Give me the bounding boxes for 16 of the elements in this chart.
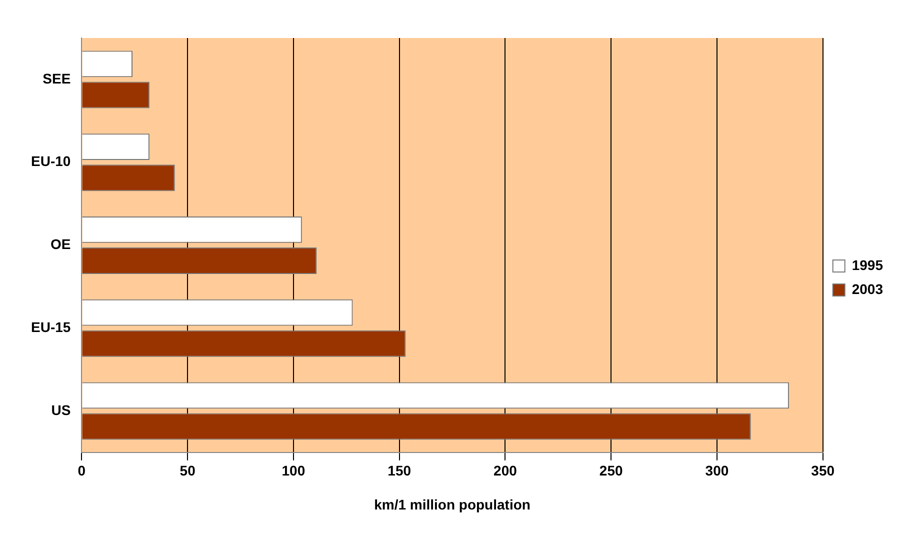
x-tick-label: 100 — [282, 462, 306, 479]
legend-label: 2003 — [852, 280, 884, 297]
x-tick-label: 350 — [811, 462, 835, 479]
x-axis-title: km/1 million population — [374, 496, 530, 512]
y-tick-label: EU-15 — [30, 318, 71, 335]
x-tick-label: 150 — [388, 462, 412, 479]
x-tick-label: 250 — [599, 462, 623, 479]
x-tick-label: 200 — [494, 462, 518, 479]
y-tick-label: OE — [50, 236, 71, 252]
x-tick-label: 300 — [705, 462, 729, 479]
x-tick-label: 50 — [180, 462, 196, 479]
x-tick-label: 0 — [78, 462, 86, 479]
y-tick-label: SEE — [42, 70, 71, 86]
y-tick-label: EU-10 — [30, 153, 71, 170]
legend-label: 1995 — [852, 256, 884, 273]
y-tick-label: US — [51, 402, 71, 418]
